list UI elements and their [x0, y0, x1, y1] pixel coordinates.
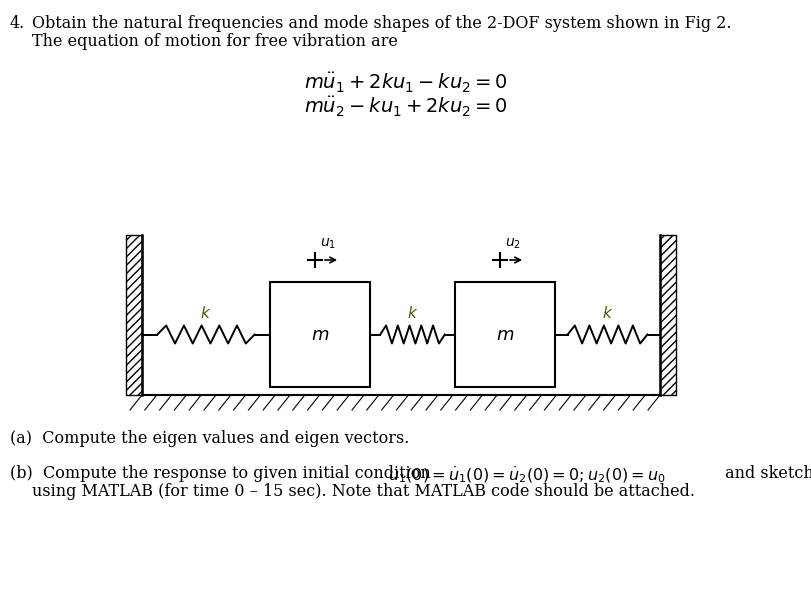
- Bar: [126, 235, 142, 395]
- Text: The equation of motion for free vibration are: The equation of motion for free vibratio…: [32, 33, 398, 50]
- Text: (a)  Compute the eigen values and eigen vectors.: (a) Compute the eigen values and eigen v…: [10, 430, 410, 447]
- Text: using MATLAB (for time 0 – 15 sec). Note that MATLAB code should be attached.: using MATLAB (for time 0 – 15 sec). Note…: [32, 483, 695, 500]
- Text: $m\ddot{u}_2 - ku_1 + 2ku_2 = 0$: $m\ddot{u}_2 - ku_1 + 2ku_2 = 0$: [304, 95, 508, 119]
- Text: (b)  Compute the response to given initial condition: (b) Compute the response to given initia…: [10, 465, 436, 482]
- Text: $m$: $m$: [496, 326, 514, 343]
- Text: $k$: $k$: [200, 304, 212, 320]
- Bar: [270, 282, 370, 387]
- Text: $u_1$: $u_1$: [320, 237, 336, 251]
- Text: $u_2$: $u_2$: [505, 237, 521, 251]
- Text: $k$: $k$: [407, 304, 418, 320]
- Text: Obtain the natural frequencies and mode shapes of the 2-DOF system shown in Fig : Obtain the natural frequencies and mode …: [32, 15, 732, 32]
- Text: and sketch: and sketch: [720, 465, 811, 482]
- Bar: [660, 235, 676, 395]
- Text: 4.: 4.: [10, 15, 25, 32]
- Text: $k$: $k$: [602, 304, 613, 320]
- Text: $m\ddot{u}_1 + 2ku_1 - ku_2 = 0$: $m\ddot{u}_1 + 2ku_1 - ku_2 = 0$: [304, 71, 508, 95]
- Text: $u_1(0) = \dot{u}_1(0) = \dot{u}_2(0) = 0; u_2(0) = u_0$: $u_1(0) = \dot{u}_1(0) = \dot{u}_2(0) = …: [388, 465, 666, 486]
- Text: $m$: $m$: [311, 326, 329, 343]
- Bar: [455, 282, 555, 387]
